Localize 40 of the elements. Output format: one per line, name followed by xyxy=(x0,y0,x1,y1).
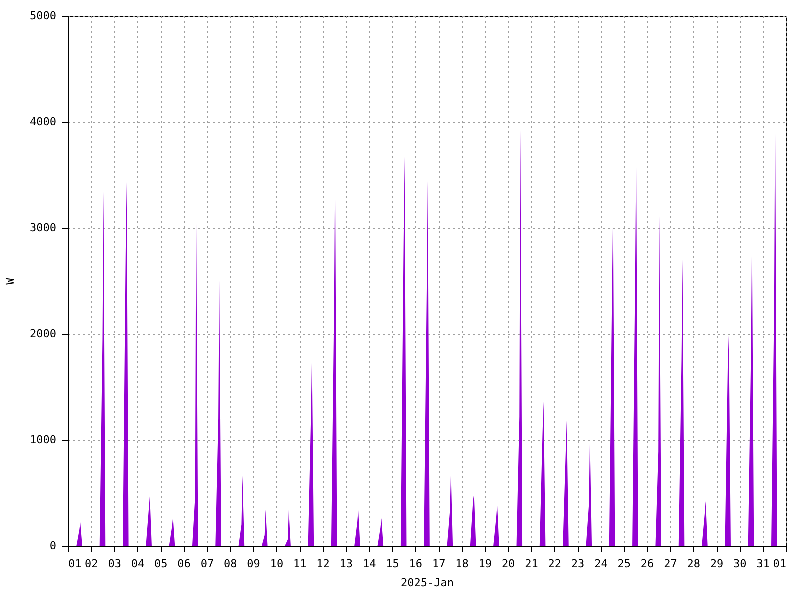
x-tick-label: 15 xyxy=(386,558,400,570)
y-tick-label: 5000 xyxy=(30,10,56,22)
x-tick-label: 24 xyxy=(594,558,608,570)
x-tick-label: 11 xyxy=(293,558,307,570)
x-tick-label: 01 xyxy=(773,558,786,570)
x-tick-label: 12 xyxy=(316,558,330,570)
x-tick-label: 20 xyxy=(502,558,516,570)
x-tick-label: 26 xyxy=(640,558,654,570)
x-tick-label: 23 xyxy=(571,558,585,570)
x-tick-label: 17 xyxy=(432,558,446,570)
x-tick-label: 07 xyxy=(200,558,214,570)
x-tick-label: 25 xyxy=(618,558,631,570)
x-tick-label: 05 xyxy=(154,558,168,570)
x-axis-title: 2025-Jan xyxy=(401,576,454,590)
x-tick-label: 08 xyxy=(224,558,238,570)
x-tick-label: 06 xyxy=(178,558,191,570)
x-tick-label: 21 xyxy=(525,558,538,570)
x-tick-label: 18 xyxy=(456,558,469,570)
y-tick-label: 2000 xyxy=(30,328,56,340)
x-tick-label: 04 xyxy=(131,558,145,570)
y-tick-label: 0 xyxy=(50,540,56,552)
x-tick-label: 09 xyxy=(247,558,260,570)
x-tick-label: 01 xyxy=(68,558,82,570)
x-tick-label: 29 xyxy=(710,558,724,570)
x-tick-label: 10 xyxy=(270,558,284,570)
x-tick-label: 30 xyxy=(734,558,747,570)
x-tick-label: 16 xyxy=(409,558,423,570)
x-tick-label: 13 xyxy=(340,558,354,570)
y-axis-title: W xyxy=(4,278,18,285)
x-tick-label: 19 xyxy=(478,558,492,570)
y-tick-label: 4000 xyxy=(30,116,56,128)
x-tick-label: 22 xyxy=(548,558,562,570)
x-tick-label: 14 xyxy=(362,558,377,570)
y-tick-label: 1000 xyxy=(30,434,56,446)
x-tick-label: 03 xyxy=(108,558,122,570)
x-tick-label: 28 xyxy=(687,558,700,570)
y-tick-label: 3000 xyxy=(30,222,56,234)
x-tick-label: 27 xyxy=(664,558,678,570)
x-tick-label: 02 xyxy=(85,558,98,570)
x-tick-label: 31 xyxy=(756,558,770,570)
